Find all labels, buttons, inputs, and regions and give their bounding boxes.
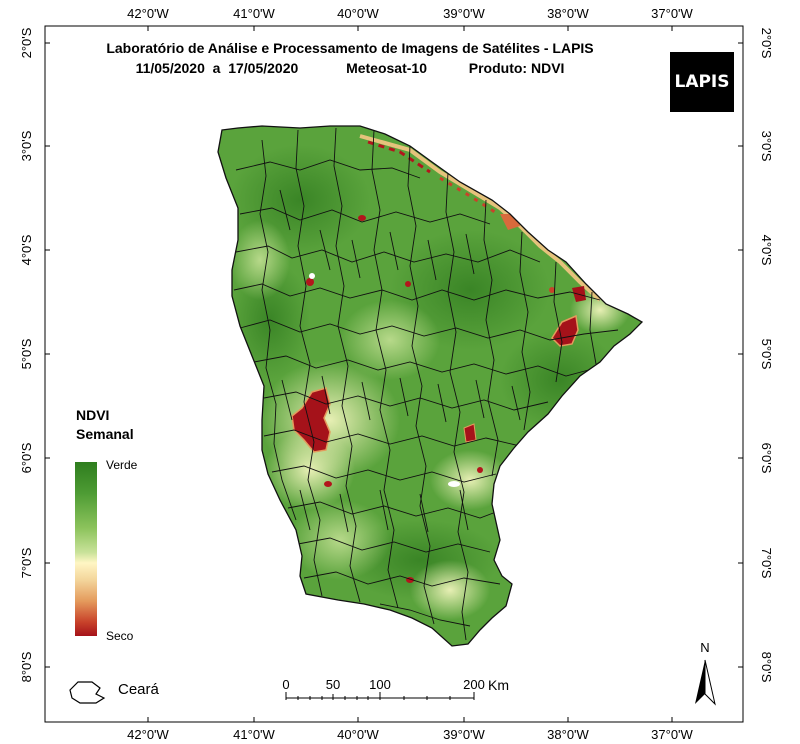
lon-label-bottom: 41°0'W <box>233 727 275 742</box>
lon-label-bottom: 39°0'W <box>443 727 485 742</box>
lat-label-right: 7°0'S <box>759 548 774 579</box>
title-satellite: Meteosat-10 <box>346 60 427 76</box>
lat-label-left: 8°0'S <box>19 651 34 682</box>
lon-label-top: 40°0'W <box>337 6 379 21</box>
lon-label-top: 37°0'W <box>651 6 693 21</box>
legend-low-label: Seco <box>106 629 134 643</box>
title-dates: 11/05/2020 a 17/05/2020 <box>135 60 299 76</box>
lon-label-top: 39°0'W <box>443 6 485 21</box>
scale-tick-label: 200 <box>463 677 485 692</box>
state-legend-label: Ceará <box>118 681 159 698</box>
lat-label-left: 4°0'S <box>19 234 34 265</box>
lat-label-right: 3°0'S <box>759 131 774 162</box>
legend-title-line2: Semanal <box>76 426 134 442</box>
scale-tick-label: 50 <box>326 677 340 692</box>
scale-bar <box>285 692 475 700</box>
legend-color-ramp <box>75 462 97 636</box>
lapis-logo: LAPIS <box>670 52 734 112</box>
scale-tick-label: 100 <box>369 677 391 692</box>
scale-tick-label: 0 <box>282 677 289 692</box>
lon-label-bottom: 37°0'W <box>651 727 693 742</box>
north-arrow-icon <box>695 659 716 706</box>
title-line2: 11/05/2020 a 17/05/2020 Meteosat-10 Prod… <box>40 58 660 78</box>
map-frame <box>44 25 744 723</box>
lat-label-left: 7°0'S <box>19 547 34 578</box>
title-line1: Laboratório de Análise e Processamento d… <box>106 40 594 56</box>
lat-label-right: 6°0'S <box>759 443 774 474</box>
ceara-outline-icon <box>69 681 106 704</box>
north-label: N <box>700 640 709 655</box>
title-product: Produto: NDVI <box>468 60 565 76</box>
logo-text: LAPIS <box>674 72 730 92</box>
graticule-ticks <box>45 26 743 722</box>
map-title: Laboratório de Análise e Processamento d… <box>40 38 660 78</box>
legend-high-label: Verde <box>106 458 138 472</box>
lon-label-top: 41°0'W <box>233 6 275 21</box>
lat-label-left: 2°0'S <box>19 27 34 58</box>
lat-label-left: 6°0'S <box>19 442 34 473</box>
lon-label-bottom: 42°0'W <box>127 727 169 742</box>
ceara-ndvi-raster <box>217 125 643 647</box>
lon-label-top: 38°0'W <box>547 6 589 21</box>
lat-label-right: 2°0'S <box>759 28 774 59</box>
lon-label-bottom: 40°0'W <box>337 727 379 742</box>
lat-label-left: 5°0'S <box>19 338 34 369</box>
lat-label-right: 8°0'S <box>759 652 774 683</box>
lat-label-right: 5°0'S <box>759 339 774 370</box>
legend-title-line1: NDVI <box>76 407 110 423</box>
lon-label-bottom: 38°0'W <box>547 727 589 742</box>
scale-unit-label: Km <box>488 677 509 693</box>
legend-title: NDVI Semanal <box>76 406 134 444</box>
lon-label-top: 42°0'W <box>127 6 169 21</box>
lat-label-left: 3°0'S <box>19 130 34 161</box>
lat-label-right: 4°0'S <box>759 235 774 266</box>
